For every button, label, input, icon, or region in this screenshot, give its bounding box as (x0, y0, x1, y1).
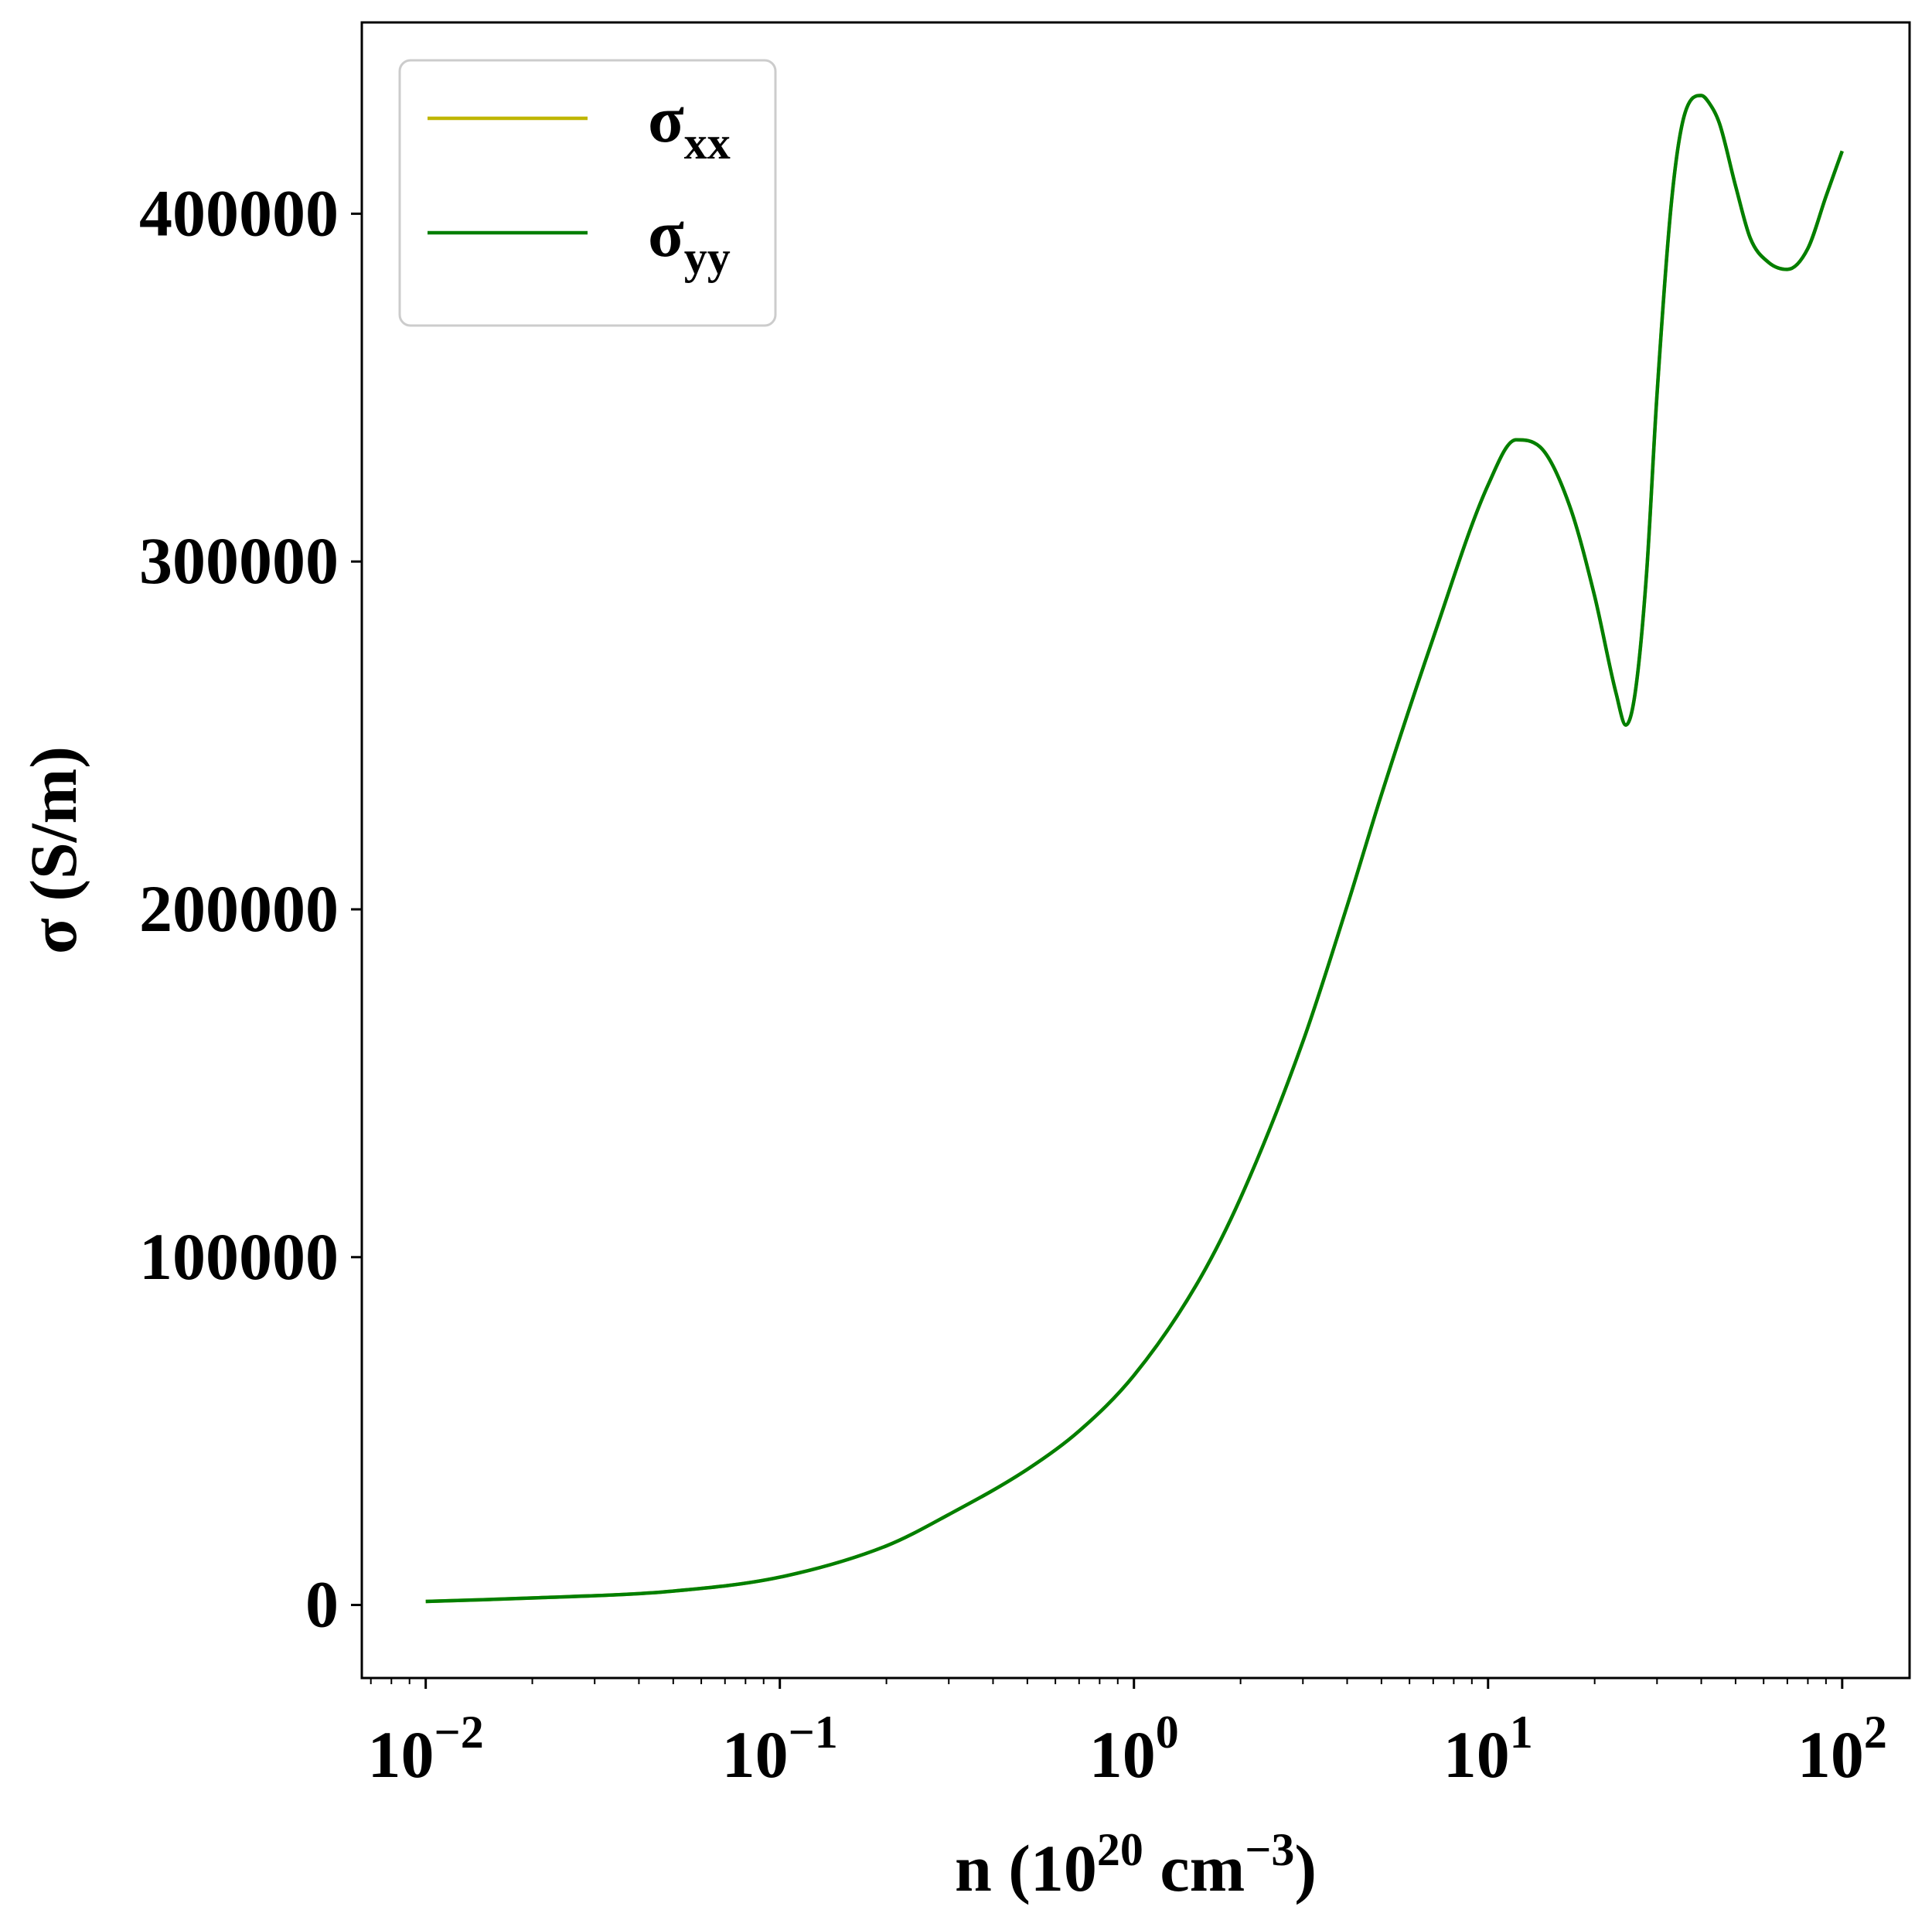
y-tick-label: 0 (305, 1567, 339, 1642)
y-tick-label: 300000 (139, 524, 339, 598)
x-axis-label-exp2: −3 (1245, 1824, 1294, 1875)
x-axis-label-mid: cm (1143, 1831, 1245, 1905)
y-axis-ticks: 0 100000 200000 300000 400000 (139, 176, 362, 1642)
legend-label-xx: σxx (648, 82, 731, 169)
x-tick-label: 101 (1443, 1707, 1533, 1792)
x-tick-label-base: 10 (1089, 1717, 1156, 1792)
plot-area (360, 21, 1911, 1680)
x-tick-label-exponent: −2 (434, 1707, 484, 1758)
x-tick-label: 100 (1089, 1707, 1179, 1792)
x-axis-label-base: n (10 (955, 1831, 1097, 1905)
x-tick-label: 102 (1797, 1707, 1887, 1792)
x-tick-label-base: 10 (1797, 1717, 1864, 1792)
x-axis-ticks: 10−2 10−1 100 101 102 (368, 1678, 1887, 1792)
x-tick-label-exponent: 0 (1156, 1707, 1179, 1758)
y-axis-label: σ (S/m) (16, 746, 90, 954)
y-tick-label: 200000 (139, 871, 339, 946)
x-axis-label-end: ) (1294, 1831, 1317, 1905)
x-tick-label-base: 10 (1443, 1717, 1510, 1792)
legend-label-yy: σyy (648, 196, 731, 283)
x-tick-label-base: 10 (368, 1717, 434, 1792)
y-tick-label: 100000 (139, 1219, 339, 1294)
y-tick-label: 400000 (139, 176, 339, 250)
series-line-yy (425, 94, 1844, 1604)
legend-label-symbol: σ (648, 82, 684, 156)
legend-label-subscript: yy (684, 232, 731, 283)
x-tick-label-exponent: −1 (789, 1707, 838, 1758)
x-tick-label: 10−1 (722, 1707, 838, 1792)
series-layer (425, 94, 1844, 1604)
x-axis-label-exp1: 20 (1097, 1824, 1143, 1875)
legend-label-symbol: σ (648, 196, 684, 271)
x-tick-label-exponent: 2 (1864, 1707, 1887, 1758)
x-axis-label: n (1020 cm−3) (955, 1824, 1317, 1905)
x-tick-label: 10−2 (368, 1707, 484, 1792)
x-tick-label-base: 10 (722, 1717, 789, 1792)
x-tick-label-exponent: 1 (1510, 1707, 1533, 1758)
legend-label-subscript: xx (684, 118, 731, 169)
legend-box (398, 59, 777, 327)
